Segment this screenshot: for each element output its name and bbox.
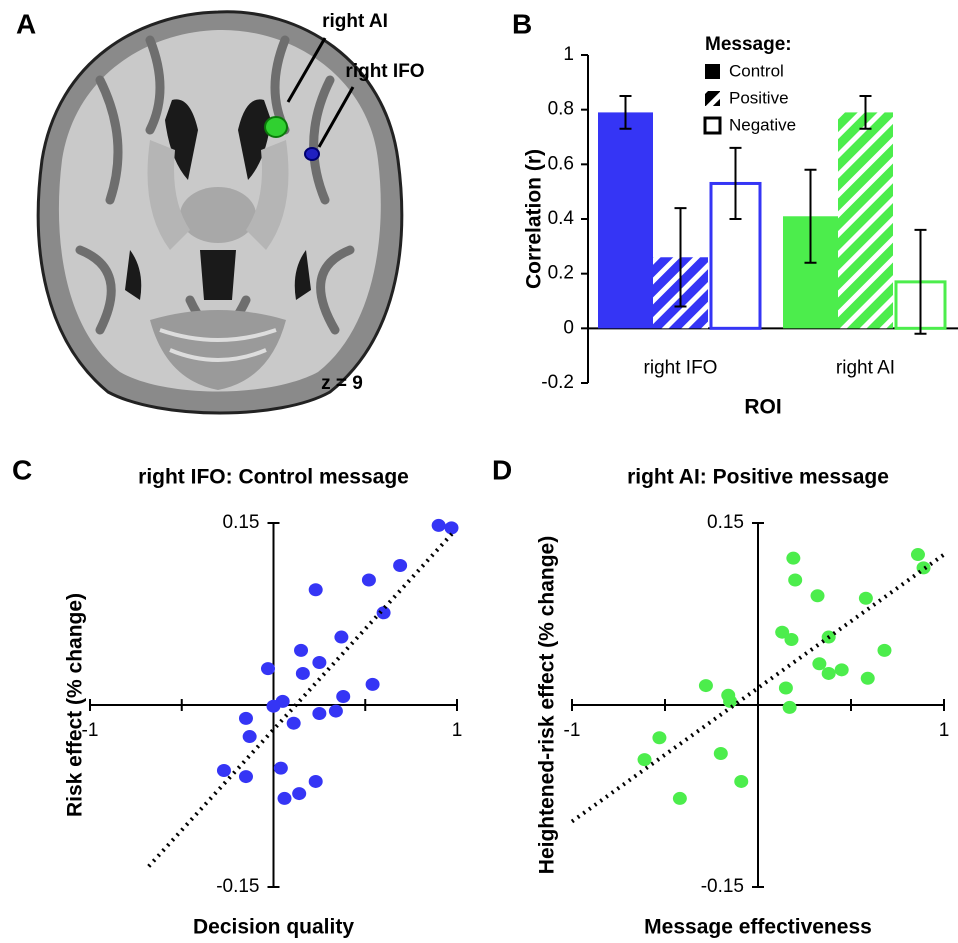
scatter-point bbox=[296, 667, 310, 680]
legend-label: Positive bbox=[729, 88, 789, 107]
panel-letter: B bbox=[512, 8, 532, 39]
x-axis-label: ROI bbox=[744, 396, 781, 419]
scatter-point bbox=[811, 589, 825, 602]
scatter-point bbox=[377, 606, 391, 619]
scatter-point bbox=[784, 633, 798, 646]
scatter-point bbox=[877, 644, 891, 657]
x-axis-label: Message effectiveness bbox=[644, 916, 872, 939]
scatter-point bbox=[309, 583, 323, 596]
x-tick-label: 1 bbox=[939, 720, 950, 741]
scatter-point bbox=[278, 792, 292, 805]
scatter-point bbox=[822, 667, 836, 680]
scatter-point bbox=[294, 644, 308, 657]
y-tick-label: -0.2 bbox=[541, 372, 574, 393]
scatter-point bbox=[292, 787, 306, 800]
x-axis-label: Decision quality bbox=[193, 916, 354, 939]
y-tick-label: 0.2 bbox=[548, 263, 574, 284]
x-tick-label: 1 bbox=[452, 720, 463, 741]
scatter-point bbox=[336, 690, 350, 703]
legend-label: Control bbox=[729, 61, 784, 80]
scatter-point bbox=[652, 731, 666, 744]
scatter-point bbox=[239, 712, 253, 725]
y-tick-label: -0.15 bbox=[216, 876, 259, 897]
scatter-point bbox=[217, 764, 231, 777]
y-tick-label: 0.15 bbox=[223, 512, 260, 533]
scatter-point bbox=[287, 717, 301, 730]
scatter-point bbox=[274, 762, 288, 775]
y-axis-label: Correlation (r) bbox=[523, 149, 546, 289]
legend-swatch bbox=[705, 64, 720, 79]
panel-letter: D bbox=[492, 454, 512, 485]
y-tick-label: 0.4 bbox=[548, 208, 575, 229]
scatter-point bbox=[788, 574, 802, 587]
scatter-point bbox=[835, 663, 849, 676]
scatter-point bbox=[638, 753, 652, 766]
scatter-point bbox=[699, 679, 713, 692]
legend-swatch bbox=[705, 91, 720, 106]
region-label: right AI bbox=[322, 11, 388, 32]
panel-letter: C bbox=[12, 454, 32, 485]
scatter-point bbox=[329, 705, 343, 718]
scatter-point bbox=[859, 592, 873, 605]
x-tick-label: right AI bbox=[836, 357, 895, 378]
scatter-point bbox=[312, 656, 326, 669]
scatter-point bbox=[444, 521, 458, 534]
chart-title: right AI: Positive message bbox=[627, 466, 889, 489]
legend-label: Negative bbox=[729, 115, 796, 134]
scatter-point bbox=[312, 707, 326, 720]
y-tick-label: 1 bbox=[563, 44, 574, 65]
scatter-point bbox=[783, 701, 797, 714]
x-tick-label: -1 bbox=[564, 720, 581, 741]
scatter-point bbox=[309, 775, 323, 788]
scatter-point bbox=[366, 678, 380, 691]
y-axis-label: Heightened-risk effect (% change) bbox=[536, 536, 559, 874]
scatter-point bbox=[334, 631, 348, 644]
scatter-point bbox=[261, 662, 275, 675]
region-label: right IFO bbox=[345, 61, 424, 82]
scatter-point bbox=[362, 574, 376, 587]
scatter-point bbox=[734, 775, 748, 788]
slice-label: z = 9 bbox=[321, 373, 363, 394]
y-tick-label: 0.15 bbox=[707, 512, 744, 533]
bar bbox=[598, 112, 653, 328]
figure: A right AI right IFO z = 9 B -0.2 0 0.2 0.4 0… bbox=[0, 0, 958, 943]
trend-line bbox=[149, 530, 455, 866]
scatter-point bbox=[714, 747, 728, 760]
scatter-point bbox=[239, 770, 253, 783]
y-tick-label: 0.8 bbox=[548, 99, 574, 120]
scatter-point bbox=[723, 695, 737, 708]
scatter-point bbox=[911, 548, 925, 561]
scatter-point bbox=[267, 700, 281, 713]
y-tick-label: 0.6 bbox=[548, 153, 574, 174]
scatter-point bbox=[812, 657, 826, 670]
y-axis-label: Risk effect (% change) bbox=[64, 593, 87, 817]
scatter-point bbox=[786, 552, 800, 565]
scatter-point bbox=[673, 792, 687, 805]
scatter-point bbox=[861, 672, 875, 685]
x-tick-label: right IFO bbox=[644, 357, 718, 378]
legend-title: Message: bbox=[705, 34, 792, 55]
y-tick-label: 0 bbox=[563, 317, 574, 338]
scatter-point bbox=[917, 561, 931, 574]
y-tick-label: -0.15 bbox=[701, 876, 744, 897]
scatter-point bbox=[779, 682, 793, 695]
panel-letter: A bbox=[16, 8, 36, 39]
bar bbox=[838, 112, 893, 328]
scatter-point bbox=[243, 730, 257, 743]
scatter-point bbox=[393, 559, 407, 572]
scatter-point bbox=[432, 519, 446, 532]
legend-swatch bbox=[705, 118, 720, 133]
chart-title: right IFO: Control message bbox=[138, 466, 409, 489]
